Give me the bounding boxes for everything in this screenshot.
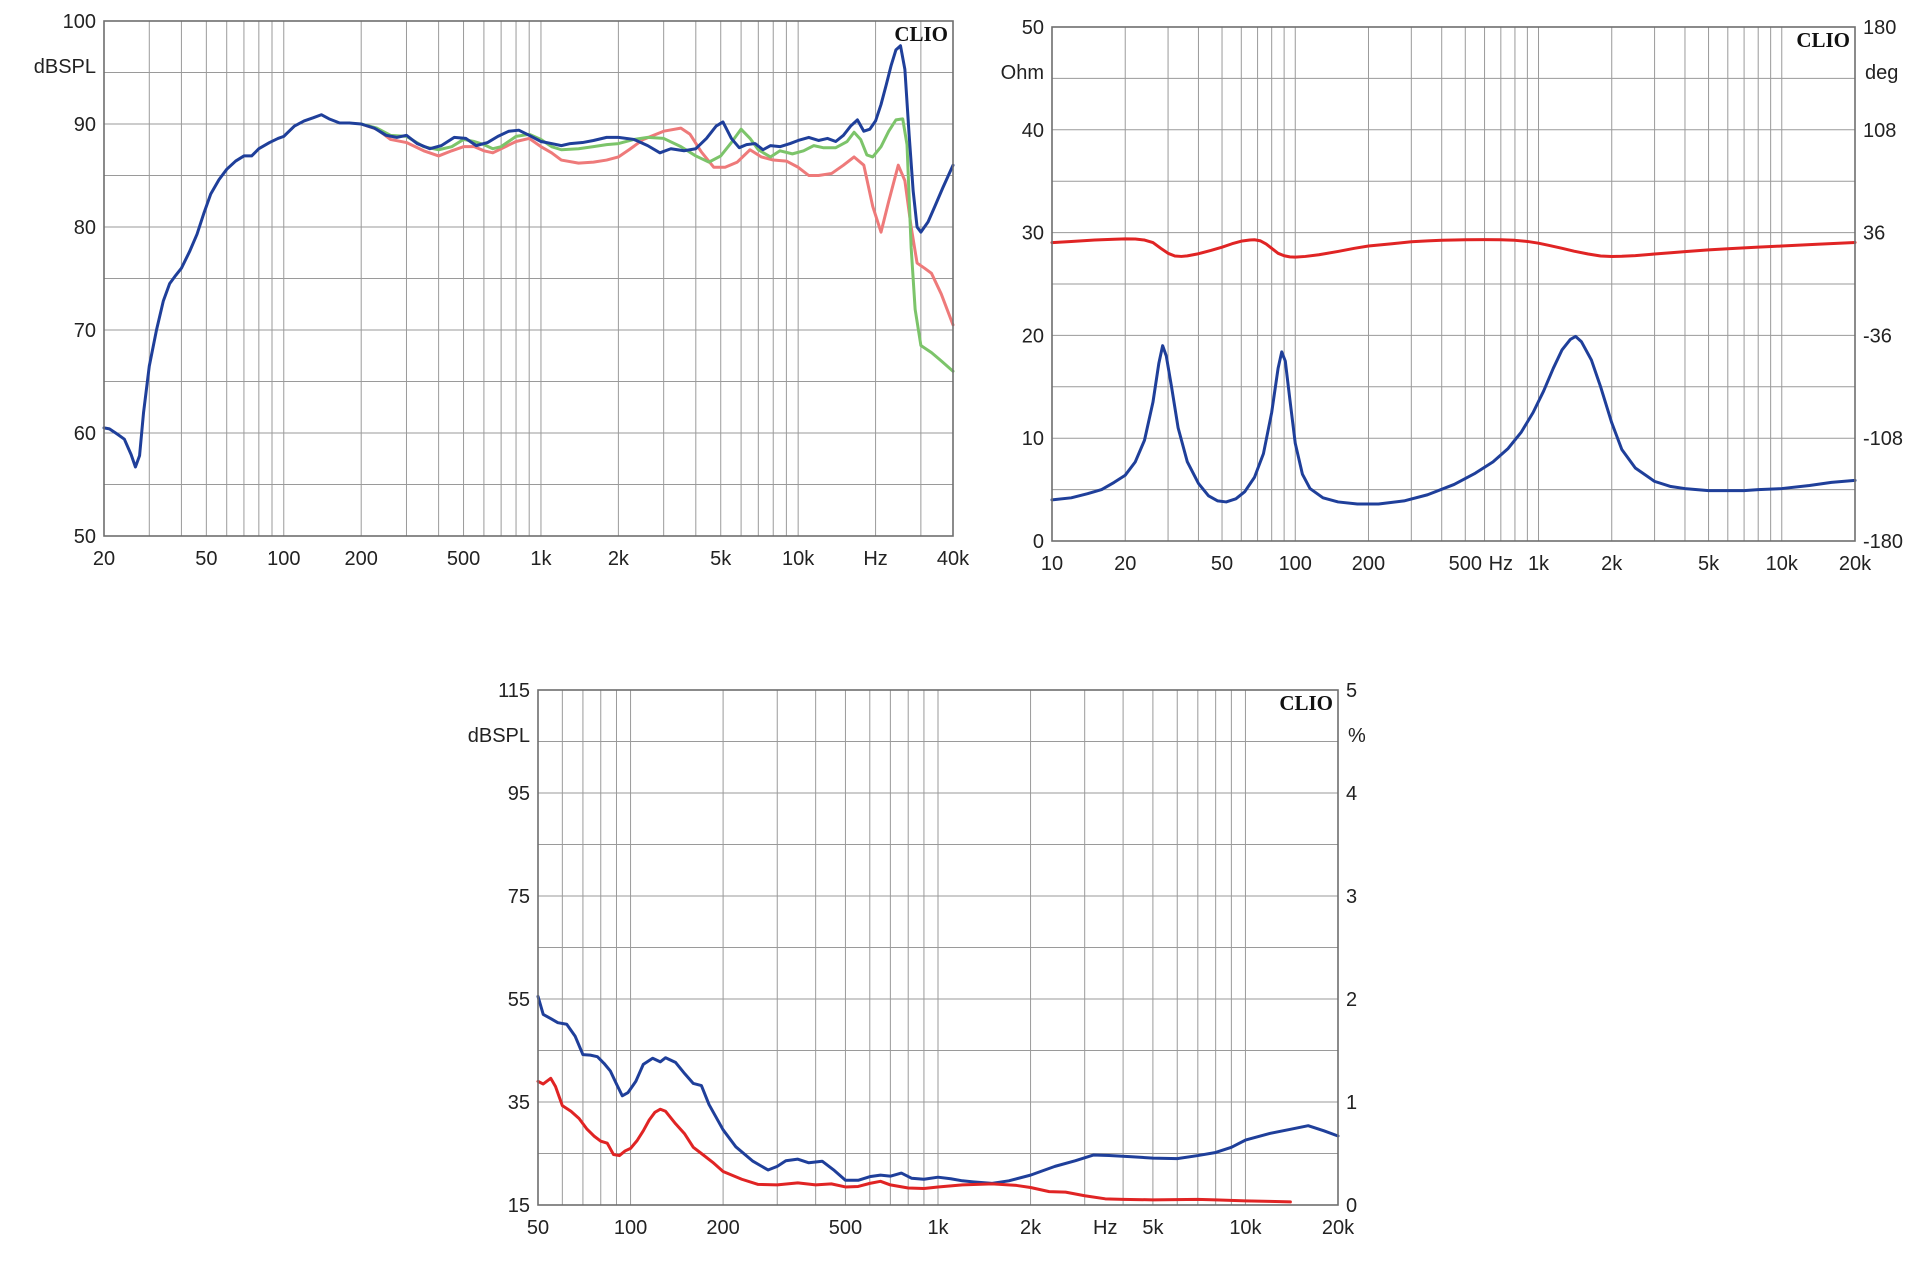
frequency-response-x-tick-label: 50 — [195, 548, 217, 570]
distortion-x-tick-label: 20k — [1322, 1217, 1355, 1239]
distortion-y-tick-label: 115 — [498, 680, 530, 702]
distortion-clio-logo: CLIO — [1279, 691, 1333, 715]
frequency-response-x-tick-label: 10k — [782, 548, 815, 570]
impedance-phase-x-tick-label: 50 — [1211, 553, 1233, 575]
frequency-response-plot-frame — [103, 20, 954, 537]
frequency-response-x-tick-label: Hz — [863, 548, 887, 570]
frequency-response-x-tick-label: 5k — [710, 548, 732, 570]
impedance-phase-clio-logo: CLIO — [1796, 28, 1850, 52]
impedance-phase-y2-tick-label: 108 — [1863, 120, 1896, 142]
distortion-y2-tick-label: 5 — [1346, 680, 1357, 702]
distortion-series-thd-red — [536, 1076, 1292, 1204]
distortion-x-tick-label: 50 — [527, 1217, 549, 1239]
frequency-response-x-tick-label: 20 — [93, 548, 115, 570]
frequency-response-y-tick-label: 60 — [74, 423, 96, 445]
distortion-y-axis-label: dBSPL — [468, 725, 530, 747]
frequency-response-clio-logo: CLIO — [894, 22, 948, 46]
distortion-x-tick-label: 2k — [1020, 1217, 1042, 1239]
frequency-response-x-tick-label: 2k — [608, 548, 630, 570]
distortion-y-tick-label: 15 — [508, 1195, 530, 1217]
impedance-phase-x-tick-label: 2k — [1601, 553, 1623, 575]
distortion-horizontal-grid — [538, 741, 1338, 1154]
impedance-phase-y-tick-label: 20 — [1022, 325, 1044, 347]
distortion-y2-tick-label: 1 — [1346, 1092, 1357, 1114]
impedance-phase-y-tick-label: 10 — [1022, 428, 1044, 450]
frequency-response-y-axis-label: dBSPL — [34, 56, 96, 78]
distortion-y2-tick-label: 4 — [1346, 783, 1357, 805]
impedance-phase-y-axis-label: Ohm — [1001, 62, 1044, 84]
impedance-phase-y2-axis-label: deg — [1865, 62, 1898, 84]
impedance-phase-x-tick-label: 5k — [1698, 553, 1720, 575]
frequency-response-x-tick-label: 100 — [267, 548, 300, 570]
impedance-phase-x-tick-label: 100 — [1279, 553, 1312, 575]
frequency-response-series-blue — [102, 44, 955, 469]
distortion-x-tick-label: 1k — [927, 1217, 949, 1239]
impedance-phase-y-tick-label: 0 — [1033, 531, 1044, 553]
frequency-response-y-tick-label: 70 — [74, 320, 96, 342]
distortion-chart: 15 35 55 75 95 115 0 1 2 3 4 5 50 100 200 500 1k 2k Hz 5k 10… — [468, 680, 1366, 1239]
impedance-phase-horizontal-grid — [1052, 77, 1855, 491]
distortion-plot-frame — [537, 689, 1339, 1206]
impedance-phase-x-tick-label: 200 — [1352, 553, 1385, 575]
impedance-phase-y-tick-label: 30 — [1022, 223, 1044, 245]
frequency-response-x-tick-label: 1k — [530, 548, 552, 570]
impedance-phase-y2-tick-label: 180 — [1863, 17, 1896, 39]
impedance-phase-x-tick-label: 10k — [1766, 553, 1799, 575]
impedance-phase-series-phase — [1050, 237, 1857, 259]
distortion-y2-axis-label: % — [1348, 725, 1366, 747]
distortion-y2-tick-label: 3 — [1346, 886, 1357, 908]
impedance-phase-x-tick-label: 20 — [1114, 553, 1136, 575]
distortion-x-tick-label: 500 — [829, 1217, 862, 1239]
impedance-phase-x-tick-label: 500 — [1449, 553, 1482, 575]
frequency-response-y-tick-label: 80 — [74, 217, 96, 239]
distortion-series-thd-blue — [536, 994, 1340, 1185]
impedance-phase-x-tick-label: 20k — [1839, 553, 1872, 575]
frequency-response-x-tick-label: 500 — [447, 548, 480, 570]
impedance-phase-x-tick-label: 10 — [1041, 553, 1063, 575]
frequency-response-y-tick-label: 100 — [63, 11, 96, 33]
distortion-y2-tick-label: 0 — [1346, 1195, 1357, 1217]
impedance-phase-y2-tick-label: -108 — [1863, 428, 1903, 450]
impedance-phase-y-tick-label: 40 — [1022, 120, 1044, 142]
distortion-x-tick-label: 5k — [1142, 1217, 1164, 1239]
distortion-x-tick-label: 200 — [706, 1217, 739, 1239]
impedance-phase-x-tick-label: Hz — [1489, 553, 1513, 575]
frequency-response-x-tick-label: 200 — [345, 548, 378, 570]
frequency-response-x-tick-label: 40k — [937, 548, 970, 570]
impedance-phase-y2-tick-label: 36 — [1863, 223, 1885, 245]
distortion-x-tick-label: Hz — [1093, 1217, 1117, 1239]
frequency-response-series-red — [359, 122, 955, 327]
distortion-y-tick-label: 55 — [508, 989, 530, 1011]
distortion-y-tick-label: 75 — [508, 886, 530, 908]
impedance-phase-x-tick-label: 1k — [1528, 553, 1550, 575]
distortion-y-tick-label: 95 — [508, 783, 530, 805]
frequency-response-y-tick-label: 50 — [74, 526, 96, 548]
distortion-y-tick-label: 35 — [508, 1092, 530, 1114]
distortion-x-tick-label: 10k — [1229, 1217, 1262, 1239]
frequency-response-series-green — [359, 117, 955, 373]
frequency-response-y-tick-label: 90 — [74, 114, 96, 136]
distortion-y2-tick-label: 2 — [1346, 989, 1357, 1011]
impedance-phase-plot-frame — [1051, 26, 1856, 542]
impedance-phase-series-impedance — [1050, 334, 1857, 506]
impedance-phase-y2-tick-label: -36 — [1863, 325, 1892, 347]
impedance-phase-y2-tick-label: -180 — [1863, 531, 1903, 553]
impedance-phase-y-tick-label: 50 — [1022, 17, 1044, 39]
distortion-x-tick-label: 100 — [614, 1217, 647, 1239]
